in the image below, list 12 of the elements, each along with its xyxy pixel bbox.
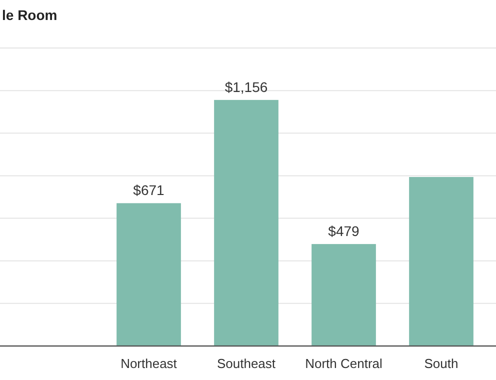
x-tick-label: Southeast — [216, 356, 276, 371]
x-tick-label: Northeast — [120, 356, 178, 371]
bar — [409, 176, 474, 346]
data-label: $1,156 — [224, 78, 268, 95]
x-tick-label: South — [424, 356, 458, 371]
data-label: $479 — [328, 223, 360, 240]
bar — [312, 244, 376, 346]
bar — [214, 100, 278, 346]
data-label: $671 — [133, 182, 165, 198]
x-tick-label: North Central — [305, 356, 383, 371]
bar — [116, 203, 181, 346]
chart-title: le Room — [2, 7, 58, 23]
